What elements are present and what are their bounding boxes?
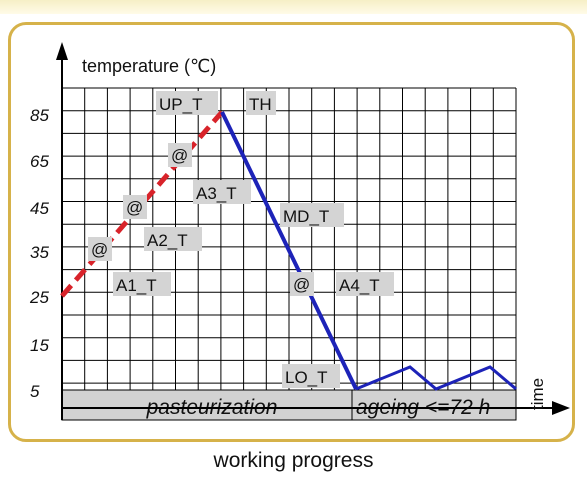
- y-tick-label: 45: [30, 199, 49, 218]
- tag-a3-t: A3_T: [196, 184, 237, 203]
- y-axis-label: temperature (℃): [82, 56, 216, 76]
- y-axis-arrow-icon: [56, 42, 68, 60]
- cooling-ramp-line: [220, 111, 358, 390]
- ageing-oscillation-line: [355, 365, 517, 391]
- y-tick-label: 65: [30, 152, 49, 171]
- phase-bar: pasteurization ageing <=72 h: [61, 389, 517, 421]
- tag-a2-t: A2_T: [147, 231, 188, 250]
- tag-a4-t-bg: [336, 272, 394, 296]
- y-tick-labels: 85 65 45 35 25 15 5: [29, 106, 49, 401]
- phase-ageing-box: [351, 389, 517, 421]
- at-mark-a3: @: [171, 146, 188, 165]
- grid: [61, 87, 517, 390]
- at-mark-bg: [168, 143, 192, 167]
- tag-a1-t: A1_T: [116, 276, 157, 295]
- tag-up-t: UP_T: [159, 95, 202, 114]
- diagram-caption: working progress: [213, 449, 374, 472]
- at-mark-a2: @: [126, 198, 143, 217]
- tag-th: TH: [249, 95, 272, 114]
- tags: UP_T TH A3_T MD_T A2_T A1_T A4_T LO_T: [113, 91, 394, 388]
- x-axis-label: time: [528, 378, 547, 410]
- at-mark-bg: [123, 195, 147, 219]
- tag-up-t-bg: [156, 91, 218, 115]
- temperature-profile: [60, 110, 517, 391]
- tag-lo-t-bg: [282, 364, 340, 388]
- tag-md-t: MD_T: [283, 207, 329, 226]
- y-tick-label: 5: [30, 382, 40, 401]
- tag-a4-t: A4_T: [339, 276, 380, 295]
- at-mark-bg: [88, 237, 112, 261]
- at-marks: @ @ @ @: [88, 143, 314, 296]
- phase-pasteurization-box: [61, 389, 353, 421]
- x-axis-arrow-icon: [552, 401, 570, 415]
- at-mark-a1: @: [91, 240, 108, 259]
- at-mark-bg: [290, 272, 314, 296]
- y-tick-label: 85: [30, 106, 49, 125]
- tag-md-t-bg: [280, 203, 344, 227]
- y-tick-label: 15: [30, 336, 49, 355]
- tag-th-bg: [246, 91, 276, 115]
- axes: [56, 42, 570, 420]
- y-tick-label: 35: [30, 243, 49, 262]
- at-mark-a4: @: [293, 275, 310, 294]
- top-frame-strip: [0, 0, 587, 14]
- tag-a3-t-bg: [193, 180, 251, 204]
- y-tick-label: 25: [29, 288, 49, 307]
- tag-lo-t: LO_T: [285, 368, 328, 387]
- tag-a2-t-bg: [144, 227, 202, 251]
- tag-a1-t-bg: [113, 272, 171, 296]
